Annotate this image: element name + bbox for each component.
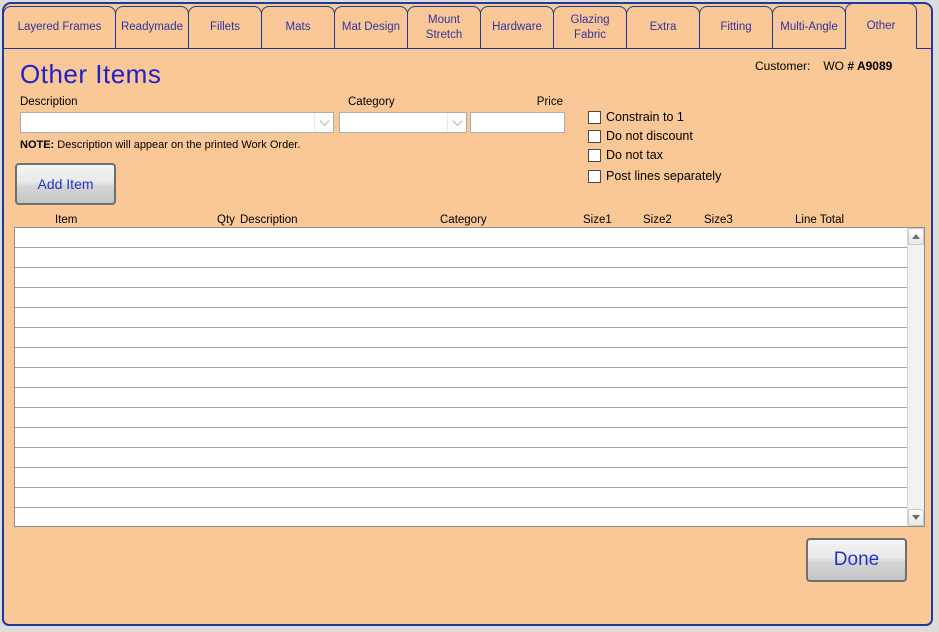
other-items-window: Layered Frames Readymade Fillets Mats Ma… xyxy=(2,2,933,626)
column-header-category: Category xyxy=(440,214,487,226)
chevron-down-icon xyxy=(452,116,462,127)
tab-label: Extra xyxy=(649,21,677,34)
note-text: Description will appear on the printed W… xyxy=(54,139,301,151)
checkbox-do-not-tax[interactable]: Do not tax xyxy=(588,148,663,162)
column-header-item: Item xyxy=(55,214,78,226)
checkbox-label: Do not discount xyxy=(606,129,693,143)
customer-label: Customer: xyxy=(755,59,811,73)
checkbox-label: Constrain to 1 xyxy=(606,110,684,124)
note-prefix: NOTE: xyxy=(20,139,55,151)
tab-readymade[interactable]: Readymade xyxy=(115,6,189,48)
column-header-line-total: Line Total xyxy=(795,214,845,226)
tab-fitting[interactable]: Fitting xyxy=(699,6,773,48)
checkbox-post-lines-separately[interactable]: Post lines separately xyxy=(588,169,721,183)
tab-label: Layered Frames xyxy=(17,21,102,34)
tab-label: Other xyxy=(866,20,896,33)
tab-label: Mats xyxy=(285,21,311,34)
items-list[interactable] xyxy=(14,227,925,527)
tab-label: Hardware xyxy=(492,21,542,34)
tab-label: Fillets xyxy=(209,21,241,34)
description-dropdown-button[interactable] xyxy=(314,113,333,132)
category-input[interactable] xyxy=(340,113,447,132)
tab-bar: Layered Frames Readymade Fillets Mats Ma… xyxy=(3,3,932,49)
chevron-down-icon xyxy=(319,116,329,127)
checkbox-constrain-to-1[interactable]: Constrain to 1 xyxy=(588,110,684,124)
price-input[interactable] xyxy=(470,112,565,133)
tab-layered-frames[interactable]: Layered Frames xyxy=(3,6,116,48)
checkbox-icon[interactable] xyxy=(588,110,601,124)
tab-label: Mat Design xyxy=(341,21,401,34)
tab-label: Glazing Fabric xyxy=(570,14,610,41)
tab-multi-angle[interactable]: Multi-Angle xyxy=(772,6,846,48)
checkbox-label: Post lines separately xyxy=(606,169,722,183)
column-header-qty: Qty xyxy=(217,214,235,226)
category-combobox[interactable] xyxy=(339,112,467,133)
tab-glazing-fabric[interactable]: Glazing Fabric xyxy=(553,6,627,48)
column-header-size1: Size1 xyxy=(583,214,612,226)
items-list-scrollbar[interactable] xyxy=(907,228,924,526)
page-title: Other Items xyxy=(20,59,162,89)
tab-extra[interactable]: Extra xyxy=(626,6,700,48)
done-label: Done xyxy=(833,549,880,570)
tab-label: Multi-Angle xyxy=(780,21,838,34)
checkbox-icon[interactable] xyxy=(588,129,601,143)
description-combobox[interactable] xyxy=(20,112,334,133)
customer-info: Customer: WO # A9089 xyxy=(755,59,892,73)
arrow-down-icon xyxy=(912,515,920,520)
work-order-number: # A9089 xyxy=(847,59,893,73)
description-note: NOTE: Description will appear on the pri… xyxy=(20,139,300,151)
tab-mount-stretch[interactable]: Mount Stretch xyxy=(407,6,481,48)
items-table-header: Item Qty Description Category Size1 Size… xyxy=(4,214,931,228)
checkbox-label: Do not tax xyxy=(606,148,663,162)
tab-label: Mount Stretch xyxy=(425,14,463,41)
done-button[interactable]: Done xyxy=(806,538,907,582)
column-header-size2: Size2 xyxy=(643,214,672,226)
tab-label: Fitting xyxy=(720,21,752,34)
description-label: Description xyxy=(20,96,78,108)
column-header-description: Description xyxy=(240,214,298,226)
scroll-down-button[interactable] xyxy=(908,509,924,526)
tab-fillets[interactable]: Fillets xyxy=(188,6,262,48)
checkbox-icon[interactable] xyxy=(588,169,601,183)
add-item-button[interactable]: Add Item xyxy=(15,163,116,205)
category-label: Category xyxy=(348,96,395,108)
tab-mat-design[interactable]: Mat Design xyxy=(334,6,408,48)
checkbox-do-not-discount[interactable]: Do not discount xyxy=(588,129,693,143)
category-dropdown-button[interactable] xyxy=(447,113,466,132)
column-header-size3: Size3 xyxy=(704,214,733,226)
description-input[interactable] xyxy=(21,113,314,132)
work-order-prefix: WO xyxy=(823,59,845,73)
checkbox-icon[interactable] xyxy=(588,148,601,162)
tab-hardware[interactable]: Hardware xyxy=(480,6,554,48)
tab-label: Readymade xyxy=(120,21,183,34)
scroll-up-button[interactable] xyxy=(908,228,924,245)
arrow-up-icon xyxy=(912,234,920,239)
tab-mats[interactable]: Mats xyxy=(261,6,335,48)
tab-other[interactable]: Other xyxy=(845,3,917,49)
price-label: Price xyxy=(536,96,563,108)
add-item-label: Add Item xyxy=(37,176,94,192)
